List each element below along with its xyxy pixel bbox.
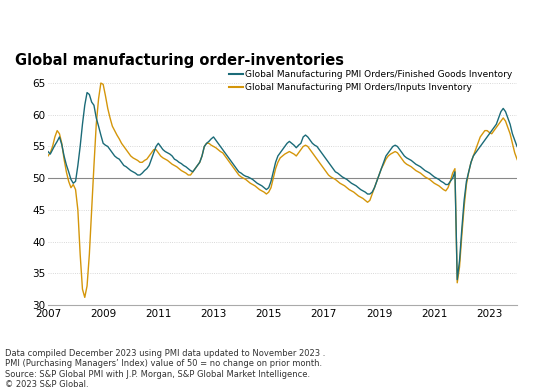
Legend: Global Manufacturing PMI Orders/Finished Goods Inventory, Global Manufacturing P: Global Manufacturing PMI Orders/Finished… <box>229 70 513 92</box>
Text: Data compiled December 2023 using PMI data updated to November 2023 .
PMI (Purch: Data compiled December 2023 using PMI da… <box>5 349 326 389</box>
Text: Global manufacturing order-inventories: Global manufacturing order-inventories <box>15 53 344 68</box>
